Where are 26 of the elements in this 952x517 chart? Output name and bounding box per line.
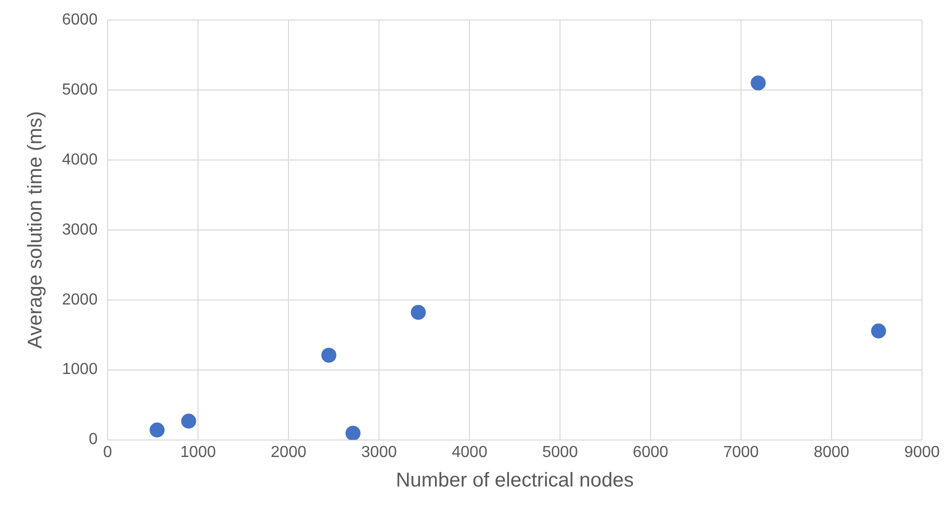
x-tick-label: 6000 (632, 444, 668, 461)
y-tick-label: 0 (88, 431, 98, 448)
x-tick-label: 8000 (814, 444, 850, 461)
point (410, 304, 426, 320)
y-tick-label: 4000 (62, 151, 98, 168)
point (346, 426, 360, 440)
x-tick-label: 4000 (452, 444, 488, 461)
x-axis-title: Number of electrical nodes (396, 470, 634, 492)
y-tick-label: 1000 (62, 361, 98, 378)
point (871, 324, 886, 338)
y-tick-label: 5000 (62, 81, 98, 98)
x-tick-label: 7000 (723, 444, 759, 461)
point (181, 414, 196, 429)
y-tick-label: 6000 (62, 11, 98, 28)
x-tick-label: 2000 (270, 444, 306, 461)
y-axis-title: Average solution time (ms) (24, 111, 47, 349)
point (321, 348, 336, 363)
x-tick-label: 1000 (180, 444, 216, 461)
x-tick-label: 5000 (542, 444, 578, 461)
point (150, 422, 165, 438)
y-tick-label: 3000 (62, 221, 98, 238)
x-tick-label: 9000 (904, 444, 940, 461)
x-tick-label: 0 (103, 444, 112, 461)
y-tick-label: 2000 (62, 291, 98, 308)
point (750, 75, 766, 90)
x-tick-label: 3000 (361, 444, 397, 461)
